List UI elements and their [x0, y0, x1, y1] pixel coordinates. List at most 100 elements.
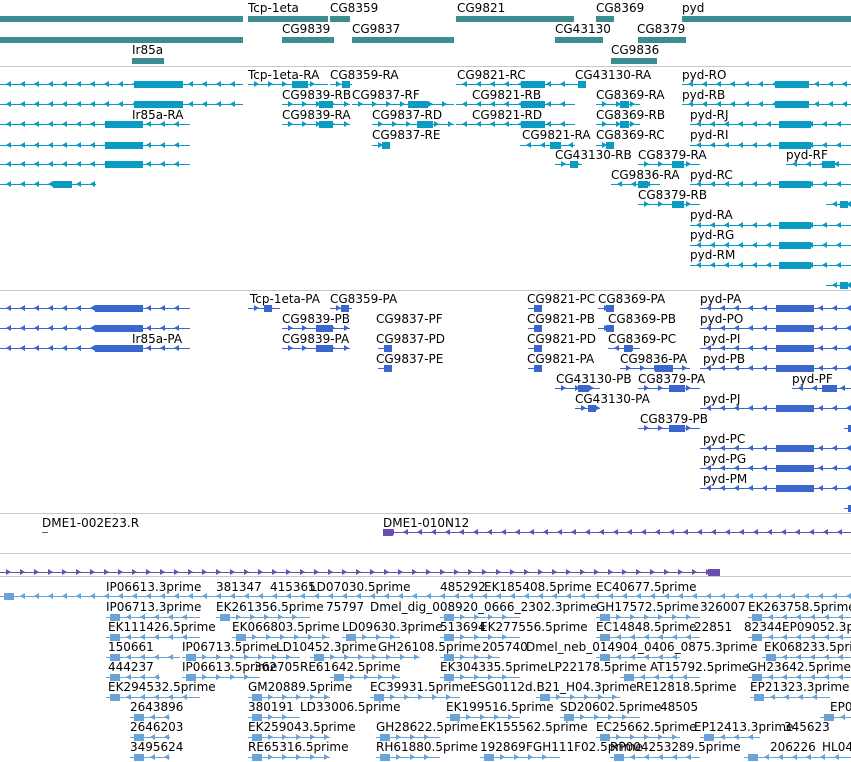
est-feature[interactable]	[748, 673, 851, 682]
cds-feature[interactable]	[0, 324, 190, 333]
est-feature[interactable]	[560, 713, 640, 722]
est-feature[interactable]	[440, 653, 500, 662]
cds-feature[interactable]	[378, 364, 392, 373]
cds-feature[interactable]	[378, 344, 392, 353]
mrna-feature[interactable]	[826, 281, 851, 290]
est-feature[interactable]	[446, 713, 520, 722]
bac-feature[interactable]	[42, 528, 48, 537]
cds-feature[interactable]	[700, 364, 851, 373]
est-feature[interactable]	[610, 753, 700, 762]
est-feature[interactable]	[248, 753, 330, 762]
est-feature[interactable]	[480, 753, 560, 762]
mrna-feature[interactable]	[282, 100, 350, 109]
est-feature[interactable]	[330, 673, 400, 682]
est-feature[interactable]	[750, 693, 830, 702]
bac-feature[interactable]	[383, 528, 851, 537]
est-feature[interactable]	[748, 633, 851, 642]
mrna-feature[interactable]	[372, 141, 390, 150]
gene-feature[interactable]	[330, 16, 350, 22]
cds-feature[interactable]	[598, 324, 614, 333]
cds-feature[interactable]	[248, 304, 280, 313]
cds-feature[interactable]	[638, 424, 700, 433]
gene-feature[interactable]	[596, 16, 614, 22]
gene-feature[interactable]	[0, 16, 243, 22]
cds-feature[interactable]	[700, 404, 851, 413]
cds-feature[interactable]	[575, 404, 600, 413]
est-feature[interactable]	[376, 753, 440, 762]
cds-feature[interactable]	[528, 324, 542, 333]
est-feature[interactable]	[536, 693, 620, 702]
mrna-feature[interactable]	[0, 141, 190, 150]
gene-feature[interactable]	[282, 37, 334, 43]
est-feature[interactable]	[182, 653, 300, 662]
est-feature[interactable]	[620, 673, 700, 682]
mrna-feature[interactable]	[690, 141, 851, 150]
est-feature[interactable]	[744, 753, 851, 762]
est-feature[interactable]	[106, 613, 200, 622]
est-feature[interactable]	[106, 653, 180, 662]
gene-feature[interactable]	[0, 37, 243, 43]
gene-feature[interactable]	[248, 16, 328, 22]
cds-feature[interactable]	[700, 444, 851, 453]
mrna-feature[interactable]	[786, 160, 851, 169]
cds-feature[interactable]	[555, 384, 600, 393]
mrna-feature[interactable]	[555, 160, 582, 169]
est-feature[interactable]	[310, 653, 420, 662]
mrna-feature[interactable]	[330, 80, 352, 89]
cds-feature[interactable]	[700, 484, 851, 493]
cds-feature[interactable]	[282, 344, 350, 353]
est-feature[interactable]	[248, 733, 330, 742]
mrna-feature[interactable]	[575, 80, 586, 89]
est-feature[interactable]	[0, 592, 851, 601]
est-feature[interactable]	[182, 673, 260, 682]
gene-feature[interactable]	[352, 37, 454, 43]
est-feature[interactable]	[232, 633, 330, 642]
mrna-feature[interactable]	[638, 200, 700, 209]
mrna-feature[interactable]	[282, 120, 350, 129]
est-feature[interactable]	[596, 633, 700, 642]
gene-feature[interactable]	[638, 37, 686, 43]
gene-feature[interactable]	[611, 58, 657, 64]
cds-feature[interactable]	[700, 464, 851, 473]
cds-feature[interactable]	[700, 344, 851, 353]
cds-feature[interactable]	[792, 384, 851, 393]
gene-feature[interactable]	[555, 37, 603, 43]
cds-feature[interactable]	[528, 344, 542, 353]
est-feature[interactable]	[440, 613, 520, 622]
mrna-feature[interactable]	[352, 100, 454, 109]
cds-feature[interactable]	[844, 504, 851, 513]
est-feature[interactable]	[130, 713, 170, 722]
est-feature[interactable]	[248, 693, 330, 702]
gene-feature[interactable]	[682, 16, 851, 22]
est-feature[interactable]	[130, 733, 170, 742]
est-feature[interactable]	[748, 613, 851, 622]
cds-feature[interactable]	[700, 324, 851, 333]
mrna-feature[interactable]	[682, 80, 851, 89]
mrna-feature[interactable]	[0, 100, 243, 109]
est-feature[interactable]	[106, 673, 160, 682]
est-feature[interactable]	[342, 633, 400, 642]
cds-feature[interactable]	[608, 344, 640, 353]
mrna-feature[interactable]	[596, 100, 640, 109]
bac-feature[interactable]	[0, 568, 720, 577]
mrna-feature[interactable]	[456, 100, 575, 109]
est-feature[interactable]	[596, 613, 700, 622]
est-feature[interactable]	[596, 653, 680, 662]
cds-feature[interactable]	[528, 304, 542, 313]
mrna-feature[interactable]	[611, 180, 660, 189]
mrna-feature[interactable]	[0, 160, 190, 169]
mrna-feature[interactable]	[248, 80, 328, 89]
mrna-feature[interactable]	[690, 241, 851, 250]
est-feature[interactable]	[700, 733, 760, 742]
est-feature[interactable]	[820, 713, 851, 722]
mrna-feature[interactable]	[690, 221, 851, 230]
mrna-feature[interactable]	[596, 120, 640, 129]
cds-feature[interactable]	[528, 364, 542, 373]
mrna-feature[interactable]	[638, 160, 700, 169]
cds-feature[interactable]	[844, 424, 851, 433]
est-feature[interactable]	[596, 733, 680, 742]
est-feature[interactable]	[216, 613, 310, 622]
mrna-feature[interactable]	[0, 180, 96, 189]
mrna-feature[interactable]	[456, 80, 575, 89]
est-feature[interactable]	[106, 633, 200, 642]
